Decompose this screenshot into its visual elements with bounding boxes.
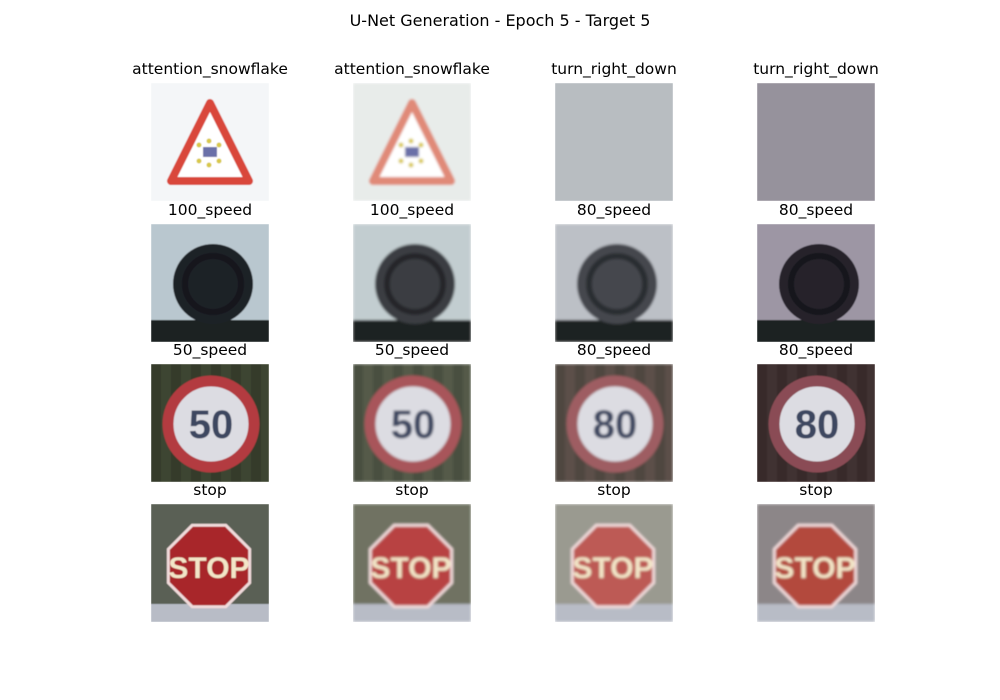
cell-label: stop	[193, 481, 227, 499]
generated-image	[151, 83, 269, 201]
grid-cell: stop STOP	[125, 480, 295, 622]
speed-limit-value: 80	[795, 403, 840, 447]
cell-label: 80_speed	[576, 201, 652, 219]
speed-limit-sign: 50	[353, 364, 471, 482]
grid-cell: turn_right_down	[529, 59, 699, 201]
cell-label: stop	[597, 481, 631, 499]
generated-image	[555, 83, 673, 201]
speed-limit-value: 50	[189, 403, 234, 447]
round-dark-sign	[353, 224, 471, 342]
generated-image: 80	[555, 364, 673, 482]
stop-octagon	[570, 523, 656, 609]
grid-cell: attention_snowflake	[125, 59, 295, 201]
stop-octagon	[166, 523, 252, 609]
cell-label: turn_right_down	[551, 60, 677, 78]
round-dark-sign	[151, 224, 269, 342]
generated-image	[151, 224, 269, 342]
cell-label: turn_right_down	[753, 60, 879, 78]
generated-image: STOP	[555, 504, 673, 622]
stop-text: STOP	[370, 552, 451, 585]
cell-label: 80_speed	[576, 341, 652, 359]
ground-strip	[353, 320, 471, 342]
blank-gray	[757, 83, 875, 201]
cell-label: stop	[395, 481, 429, 499]
cell-label: 50_speed	[374, 341, 450, 359]
cell-label: stop	[799, 481, 833, 499]
round-dark-sign	[757, 224, 875, 342]
triangle-warning-sign	[353, 83, 471, 201]
grid-cell: 50_speed 50	[327, 340, 497, 482]
generated-image: 50	[353, 364, 471, 482]
grid-cell: stop STOP	[529, 480, 699, 622]
generated-image	[555, 224, 673, 342]
speed-limit-ring	[768, 375, 866, 473]
image-background	[757, 83, 875, 201]
grid-cell: stop STOP	[731, 480, 901, 622]
generated-image	[353, 224, 471, 342]
stop-sign: STOP	[555, 504, 673, 622]
generated-image: STOP	[151, 504, 269, 622]
round-dark-sign	[555, 224, 673, 342]
grid-cell: 80_speed	[731, 200, 901, 342]
generated-image: 50	[151, 364, 269, 482]
grid-cell: stop STOP	[327, 480, 497, 622]
generated-image	[757, 224, 875, 342]
generated-image	[757, 83, 875, 201]
speed-limit-sign: 50	[151, 364, 269, 482]
triangle-warning-sign	[151, 83, 269, 201]
stop-sign: STOP	[353, 504, 471, 622]
stop-text: STOP	[168, 552, 249, 585]
ground-strip	[555, 320, 673, 342]
grid-cell: 100_speed	[125, 200, 295, 342]
speed-limit-value: 80	[593, 403, 638, 447]
generated-image	[353, 83, 471, 201]
figure-title: U-Net Generation - Epoch 5 - Target 5	[349, 11, 651, 30]
snowflake-icon	[398, 138, 424, 168]
stop-octagon	[772, 523, 858, 609]
ground-strip	[757, 320, 875, 342]
grid-cell: turn_right_down	[731, 59, 901, 201]
speed-limit-ring	[364, 375, 462, 473]
generated-image: STOP	[757, 504, 875, 622]
blank-gray	[555, 83, 673, 201]
cell-label: 100_speed	[167, 201, 253, 219]
cell-label: 80_speed	[778, 201, 854, 219]
snowflake-icon	[196, 138, 222, 168]
speed-limit-ring	[162, 375, 260, 473]
cell-label: 50_speed	[172, 341, 248, 359]
speed-limit-value: 50	[391, 403, 436, 447]
speed-limit-ring	[566, 375, 664, 473]
generated-image: 80	[757, 364, 875, 482]
cell-label: 80_speed	[778, 341, 854, 359]
stop-sign: STOP	[757, 504, 875, 622]
cell-label: 100_speed	[369, 201, 455, 219]
speed-limit-sign: 80	[757, 364, 875, 482]
generated-image: STOP	[353, 504, 471, 622]
speed-limit-sign: 80	[555, 364, 673, 482]
grid-cell: attention_snowflake	[327, 59, 497, 201]
stop-text: STOP	[774, 552, 855, 585]
ground-strip	[151, 320, 269, 342]
grid-cell: 80_speed	[529, 200, 699, 342]
grid-cell: 80_speed 80	[731, 340, 901, 482]
image-background	[555, 83, 673, 201]
grid-cell: 80_speed 80	[529, 340, 699, 482]
stop-octagon	[368, 523, 454, 609]
stop-sign: STOP	[151, 504, 269, 622]
grid-cell: 100_speed	[327, 200, 497, 342]
grid-cell: 50_speed 50	[125, 340, 295, 482]
cell-label: attention_snowflake	[334, 60, 490, 78]
cell-label: attention_snowflake	[132, 60, 288, 78]
stop-text: STOP	[572, 552, 653, 585]
